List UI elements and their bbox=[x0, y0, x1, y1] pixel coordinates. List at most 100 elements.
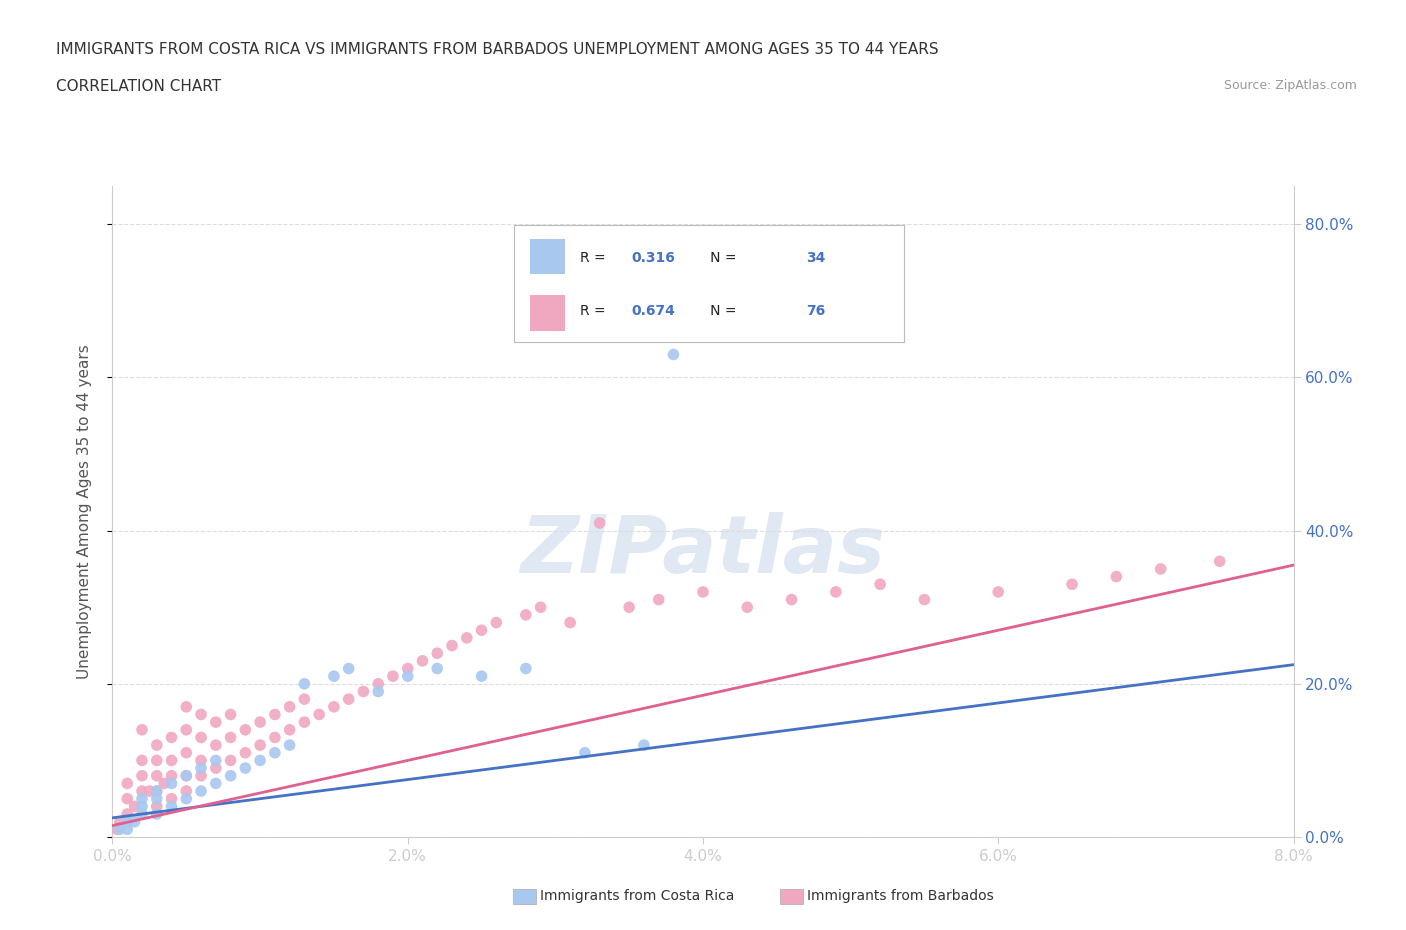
Point bbox=[367, 684, 389, 699]
Point bbox=[1150, 562, 1173, 577]
Point bbox=[146, 768, 169, 783]
Point bbox=[146, 784, 169, 799]
Point bbox=[264, 730, 287, 745]
Text: 0.316: 0.316 bbox=[631, 251, 675, 265]
Text: IMMIGRANTS FROM COSTA RICA VS IMMIGRANTS FROM BARBADOS UNEMPLOYMENT AMONG AGES 3: IMMIGRANTS FROM COSTA RICA VS IMMIGRANTS… bbox=[56, 42, 939, 57]
Point bbox=[292, 676, 315, 691]
Point bbox=[117, 776, 138, 790]
Text: 0.674: 0.674 bbox=[631, 303, 675, 318]
Point bbox=[278, 699, 301, 714]
Point bbox=[337, 692, 360, 707]
Point bbox=[205, 753, 228, 768]
Text: Immigrants from Costa Rica: Immigrants from Costa Rica bbox=[540, 889, 734, 903]
Point bbox=[160, 768, 183, 783]
Text: N =: N = bbox=[697, 251, 741, 265]
Point bbox=[574, 745, 596, 760]
Point bbox=[131, 723, 153, 737]
Point bbox=[190, 761, 212, 776]
Point bbox=[471, 669, 494, 684]
Point bbox=[1105, 569, 1128, 584]
Point bbox=[278, 723, 301, 737]
Point bbox=[190, 730, 212, 745]
Point bbox=[160, 753, 183, 768]
Point bbox=[869, 577, 891, 591]
Point bbox=[382, 669, 405, 684]
Point bbox=[396, 661, 419, 676]
Point bbox=[264, 745, 287, 760]
Point bbox=[146, 753, 169, 768]
Y-axis label: Unemployment Among Ages 35 to 44 years: Unemployment Among Ages 35 to 44 years bbox=[77, 344, 91, 679]
Point bbox=[174, 745, 197, 760]
Point bbox=[249, 737, 271, 752]
Point bbox=[737, 600, 759, 615]
Text: 34: 34 bbox=[807, 251, 825, 265]
Point bbox=[146, 784, 169, 799]
FancyBboxPatch shape bbox=[530, 239, 565, 274]
Point bbox=[131, 753, 153, 768]
Point bbox=[780, 592, 803, 607]
Point bbox=[323, 669, 346, 684]
Point bbox=[108, 822, 131, 837]
Point bbox=[249, 714, 271, 729]
Point bbox=[219, 730, 242, 745]
Point bbox=[146, 799, 169, 814]
Point bbox=[292, 692, 315, 707]
Point bbox=[426, 645, 449, 660]
Point bbox=[131, 806, 153, 821]
Point bbox=[441, 638, 464, 653]
Point bbox=[190, 753, 212, 768]
Point bbox=[146, 737, 169, 752]
Point bbox=[108, 815, 131, 830]
Point bbox=[412, 654, 434, 669]
FancyBboxPatch shape bbox=[530, 296, 565, 330]
Point bbox=[105, 822, 128, 837]
Point bbox=[205, 776, 228, 790]
Text: R =: R = bbox=[581, 303, 610, 318]
Point bbox=[190, 768, 212, 783]
Point bbox=[485, 615, 508, 630]
Point bbox=[647, 592, 671, 607]
Point bbox=[633, 737, 655, 752]
Point bbox=[205, 737, 228, 752]
Point bbox=[131, 799, 153, 814]
Point bbox=[692, 584, 714, 599]
Point bbox=[131, 791, 153, 806]
Point bbox=[515, 607, 537, 622]
Point bbox=[153, 776, 176, 790]
Point bbox=[219, 753, 242, 768]
Point bbox=[249, 753, 271, 768]
Point bbox=[471, 623, 494, 638]
Point bbox=[146, 806, 169, 821]
Point bbox=[131, 784, 153, 799]
Point bbox=[160, 791, 183, 806]
Point bbox=[914, 592, 936, 607]
Point bbox=[987, 584, 1010, 599]
Point bbox=[117, 791, 138, 806]
Point bbox=[515, 661, 537, 676]
Point bbox=[619, 600, 641, 615]
Point bbox=[174, 723, 197, 737]
Point bbox=[138, 784, 160, 799]
Point bbox=[160, 799, 183, 814]
Text: Immigrants from Barbados: Immigrants from Barbados bbox=[807, 889, 994, 903]
Point bbox=[1208, 554, 1232, 569]
Point bbox=[117, 806, 138, 821]
Point bbox=[146, 791, 169, 806]
Point bbox=[662, 347, 685, 362]
Point bbox=[174, 699, 197, 714]
Point bbox=[426, 661, 449, 676]
Point bbox=[174, 791, 197, 806]
Text: R =: R = bbox=[581, 251, 610, 265]
Point bbox=[124, 815, 146, 830]
Point bbox=[219, 707, 242, 722]
Point bbox=[396, 669, 419, 684]
Point bbox=[233, 745, 256, 760]
Point bbox=[174, 768, 197, 783]
Point bbox=[560, 615, 582, 630]
Point bbox=[174, 768, 197, 783]
Point bbox=[824, 584, 846, 599]
Point bbox=[233, 761, 256, 776]
Point bbox=[131, 768, 153, 783]
Point bbox=[529, 600, 551, 615]
Point bbox=[278, 737, 301, 752]
